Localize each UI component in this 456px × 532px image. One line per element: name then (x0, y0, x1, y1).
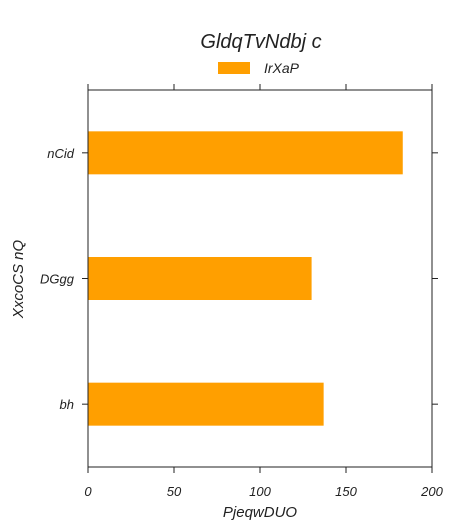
bar-dggg (88, 257, 312, 300)
ticks-group: bh DGgg nCid 0 50 100 150 200 (40, 84, 444, 499)
x-axis-label: PjeqwDUO (223, 504, 298, 521)
x-tick-label-0: 0 (84, 484, 92, 499)
plot-frame (87, 89, 433, 468)
x-tick-label-150: 150 (335, 484, 357, 499)
y-axis-label: XxcoCS nQ (10, 239, 27, 319)
x-tick-label-200: 200 (420, 484, 443, 499)
legend-label-irxap: IrXaP (264, 60, 300, 76)
bar-bh (88, 382, 324, 426)
bars-group (88, 131, 403, 426)
y-tick-label-ncid: nCid (47, 146, 75, 161)
bar-ncid (88, 131, 403, 175)
legend: IrXaP (218, 60, 300, 76)
x-tick-label-50: 50 (167, 484, 182, 499)
chart-title: GldqTvNdbj c (200, 31, 321, 53)
y-tick-label-bh: bh (60, 397, 74, 412)
legend-swatch-irxap (218, 62, 250, 74)
y-tick-label-dggg: DGgg (40, 272, 75, 287)
x-tick-label-100: 100 (249, 484, 271, 499)
